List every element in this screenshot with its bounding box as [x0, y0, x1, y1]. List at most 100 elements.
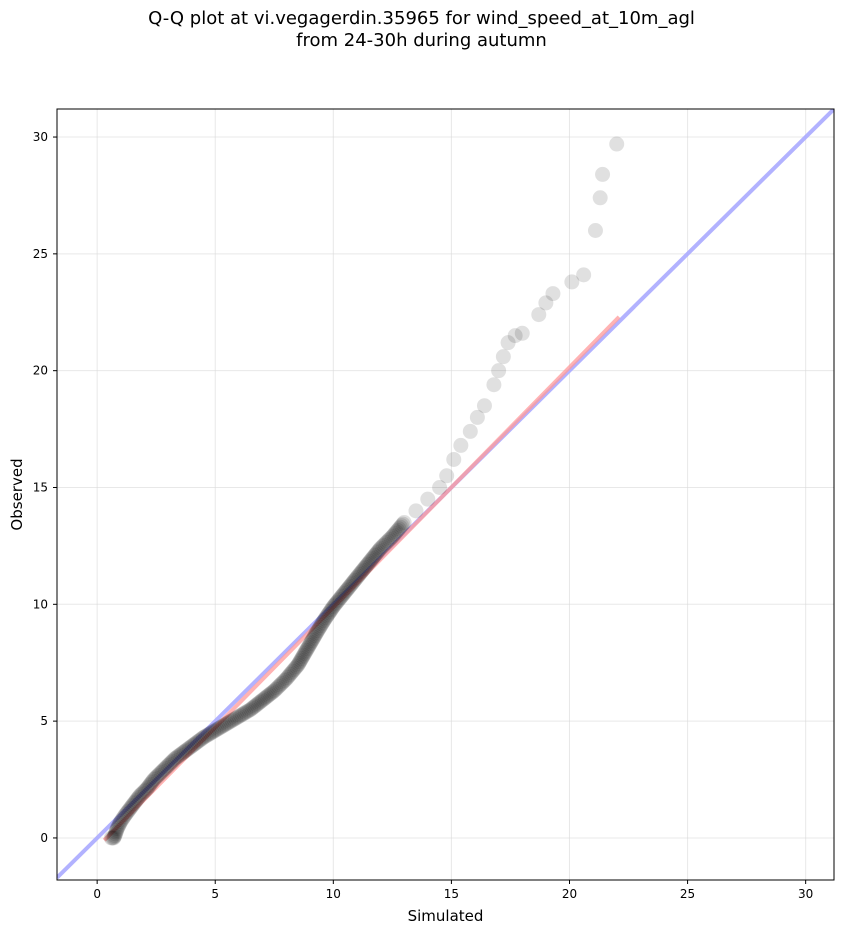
qq-point — [311, 621, 327, 637]
qq-point — [133, 786, 149, 802]
qq-point — [278, 671, 294, 687]
qq-point — [312, 619, 328, 635]
qq-point — [207, 722, 223, 738]
qq-point — [313, 618, 329, 634]
qq-point — [392, 519, 408, 535]
qq-point — [202, 725, 218, 741]
qq-point — [351, 567, 367, 583]
qq-point — [167, 751, 183, 767]
qq-point — [298, 642, 314, 658]
qq-point — [370, 543, 386, 559]
qq-point — [229, 709, 245, 725]
qq-point — [462, 423, 478, 439]
qq-point — [344, 575, 360, 591]
qq-point — [287, 660, 303, 676]
qq-point — [157, 760, 173, 776]
qq-point — [146, 772, 162, 788]
qq-point — [368, 546, 384, 562]
qq-point — [545, 286, 561, 302]
qq-point — [347, 572, 363, 588]
qq-point — [141, 778, 157, 794]
qq-point — [378, 534, 394, 550]
qq-point — [244, 700, 260, 716]
qq-point — [341, 580, 357, 596]
chart-title-line-1: Q-Q plot at vi.vegagerdin.35965 for wind… — [148, 8, 695, 29]
qq-point — [330, 593, 346, 609]
qq-point — [238, 704, 254, 720]
qq-point — [246, 699, 262, 715]
qq-point — [453, 437, 469, 453]
x-tick-label: 25 — [680, 887, 695, 901]
qq-point — [324, 600, 340, 616]
qq-point — [111, 817, 127, 833]
qq-point — [290, 657, 306, 673]
qq-point — [334, 588, 350, 604]
qq-point — [243, 701, 259, 717]
qq-point — [211, 720, 227, 736]
qq-point — [175, 745, 191, 761]
qq-point — [335, 587, 351, 603]
qq-point — [212, 719, 228, 735]
qq-point — [163, 755, 179, 771]
qq-point — [380, 533, 396, 549]
qq-point — [394, 518, 410, 534]
qq-point — [219, 715, 235, 731]
qq-point — [113, 814, 129, 830]
qq-point — [377, 536, 393, 552]
qq-point — [217, 716, 233, 732]
qq-point — [318, 610, 334, 626]
qq-point — [123, 799, 139, 815]
qq-point — [314, 616, 330, 632]
qq-point — [491, 363, 507, 379]
qq-point — [446, 451, 462, 467]
qq-point — [195, 729, 211, 745]
qq-point — [609, 136, 625, 152]
qq-point — [587, 222, 603, 238]
qq-point — [564, 274, 580, 290]
qq-point — [357, 559, 373, 575]
qq-point — [364, 550, 380, 566]
qq-point — [293, 652, 309, 668]
qq-point — [592, 190, 608, 206]
qq-point — [200, 726, 216, 742]
qq-point — [302, 636, 318, 652]
y-tick-label: 25 — [33, 247, 48, 261]
qq-point — [381, 531, 397, 547]
qq-point — [109, 822, 125, 838]
qq-point — [595, 166, 611, 182]
qq-point — [107, 826, 123, 842]
qq-point — [121, 802, 137, 818]
x-tick-label: 10 — [326, 887, 341, 901]
qq-point — [305, 631, 321, 647]
qq-point — [139, 781, 155, 797]
x-axis-label: Simulated — [408, 907, 484, 925]
qq-point — [269, 680, 285, 696]
fit-line — [102, 315, 621, 842]
qq-point — [231, 708, 247, 724]
qq-point — [149, 769, 165, 785]
qq-point — [387, 525, 403, 541]
qq-point — [329, 594, 345, 610]
qq-point — [161, 756, 177, 772]
qq-point — [323, 602, 339, 618]
qq-point — [241, 702, 257, 718]
y-tick-label: 5 — [40, 714, 48, 728]
qq-point — [331, 591, 347, 607]
qq-point — [538, 295, 554, 311]
qq-point — [291, 655, 307, 671]
qq-point — [310, 623, 326, 639]
qq-point — [234, 706, 250, 722]
qq-point — [362, 553, 378, 569]
qq-point — [383, 530, 399, 546]
qq-point — [110, 819, 126, 835]
qq-point — [109, 821, 125, 837]
qq-point — [221, 714, 237, 730]
qq-point — [216, 717, 232, 733]
qq-point — [116, 808, 132, 824]
qq-point — [266, 683, 282, 699]
y-axis-label: Observed — [8, 458, 26, 530]
qq-point — [319, 608, 335, 624]
qq-point — [250, 696, 266, 712]
qq-point — [209, 721, 225, 737]
